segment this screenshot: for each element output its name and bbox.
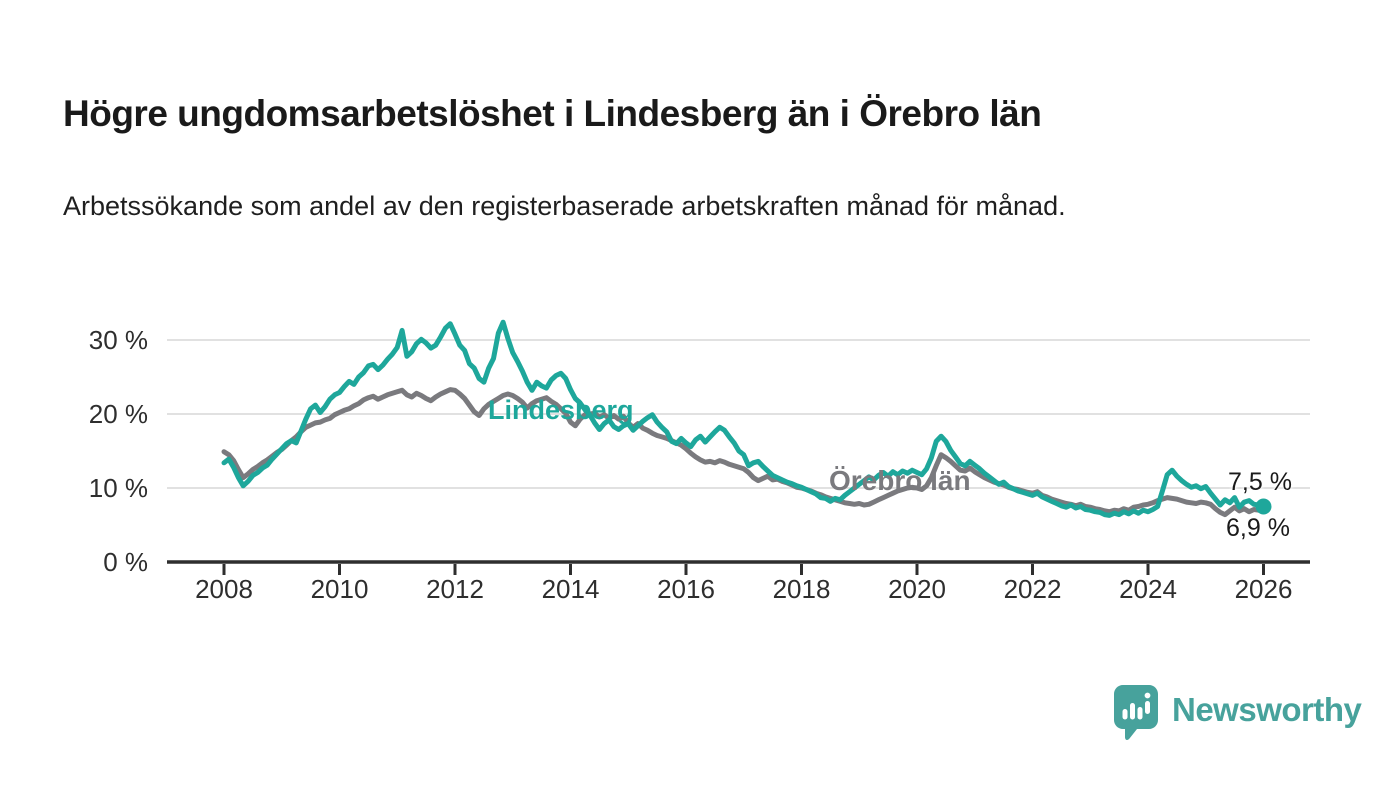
end-value-label-orebro: 6,9 % <box>1226 514 1290 542</box>
line-Örebro län <box>221 387 1266 518</box>
bar-chart-glyph <box>1122 692 1151 720</box>
newsworthy-branding: Newsworthy <box>1113 684 1362 744</box>
x-tick-label: 2018 <box>772 574 831 604</box>
series-label-orebro: Örebro län <box>829 465 971 496</box>
newsworthy-logo-icon <box>1114 685 1158 741</box>
x-tick-label: 2012 <box>426 574 484 604</box>
end-value-label-lindesberg: 7,5 % <box>1228 468 1292 496</box>
y-tick-label: 20 % <box>88 399 148 429</box>
x-tick-label: 2026 <box>1234 574 1293 604</box>
y-tick-label: 0 % <box>103 547 148 577</box>
x-tick-label: 2014 <box>541 574 600 604</box>
x-tick-label: 2010 <box>310 574 369 604</box>
x-tick-label: 2022 <box>1003 574 1062 604</box>
x-tick-label: 2008 <box>195 574 253 604</box>
line-Lindesberg <box>221 319 1266 518</box>
x-tick-label: 2016 <box>657 574 715 604</box>
x-tick-label: 2020 <box>888 574 946 604</box>
newsworthy-logo-text: Newsworthy <box>1172 691 1362 728</box>
page-subtitle: Arbetssökande som andel av den registerb… <box>63 191 1066 221</box>
x-tick-label: 2024 <box>1119 574 1177 604</box>
speech-bubble-shape <box>1114 685 1158 741</box>
y-tick-label: 30 % <box>88 325 148 355</box>
y-tick-label: 10 % <box>88 473 148 503</box>
series-end-dot <box>1255 498 1272 515</box>
series-label-lindesberg: Lindesberg <box>488 395 634 425</box>
page-title: Högre ungdomsarbetslöshet i Lindesberg ä… <box>63 92 1042 134</box>
